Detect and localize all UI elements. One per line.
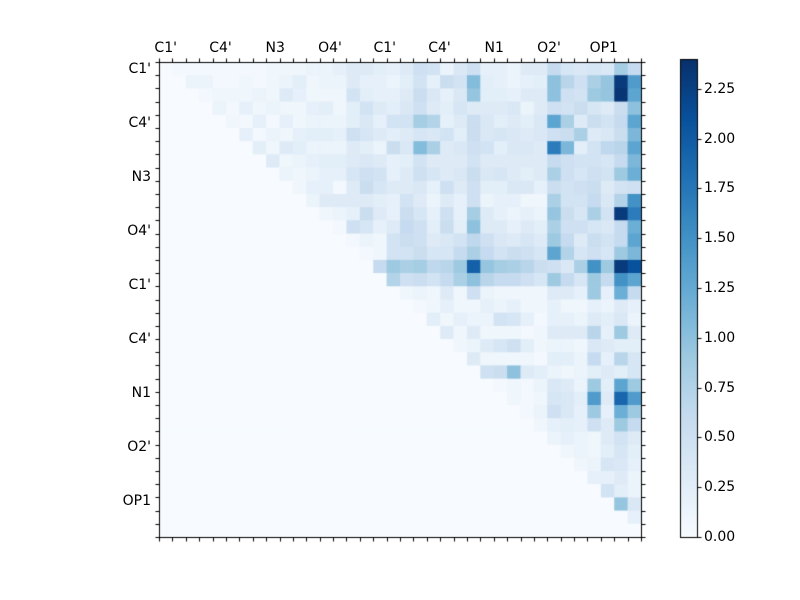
y-axis-tick-label: C4' bbox=[128, 330, 151, 347]
x-axis-tick-label: C1' bbox=[154, 40, 177, 56]
colorbar-tick-label: 1.00 bbox=[704, 329, 736, 346]
x-axis-tick-label: N1 bbox=[484, 40, 504, 56]
y-axis-tick-label: C1' bbox=[128, 276, 151, 293]
x-axis-tick-label: O2' bbox=[537, 40, 561, 56]
colorbar-tick-label: 0.50 bbox=[704, 429, 736, 446]
y-axis-tick-label: O2' bbox=[127, 438, 151, 455]
x-axis-tick-label: N3 bbox=[265, 40, 285, 56]
x-axis-tick-label: C4' bbox=[209, 40, 232, 56]
y-axis-tick-label: N3 bbox=[131, 169, 151, 186]
colorbar-tick-label: 1.75 bbox=[704, 180, 736, 197]
y-axis-tick-label: C1' bbox=[128, 61, 151, 78]
x-axis-tick-label: C1' bbox=[373, 40, 396, 56]
y-axis-tick-label: OP1 bbox=[122, 492, 151, 509]
x-axis-tick-label: OP1 bbox=[589, 40, 618, 56]
colorbar-tick-label: 2.00 bbox=[704, 130, 736, 147]
x-axis-tick-label: O4' bbox=[318, 40, 342, 56]
colorbar-tick-label: 2.25 bbox=[704, 80, 736, 97]
colorbar-tick-label: 0.25 bbox=[704, 479, 736, 496]
colorbar-tick-label: 1.25 bbox=[704, 280, 736, 297]
x-axis-tick-label: C4' bbox=[428, 40, 451, 56]
y-axis-tick-label: N1 bbox=[131, 384, 151, 401]
y-axis-tick-label: C4' bbox=[128, 115, 151, 132]
colorbar-tick-label: 0.00 bbox=[704, 529, 736, 545]
colorbar-tick-label: 0.75 bbox=[704, 379, 736, 396]
colorbar-tick-label: 1.50 bbox=[704, 230, 736, 247]
y-axis-tick-label: O4' bbox=[127, 222, 151, 239]
